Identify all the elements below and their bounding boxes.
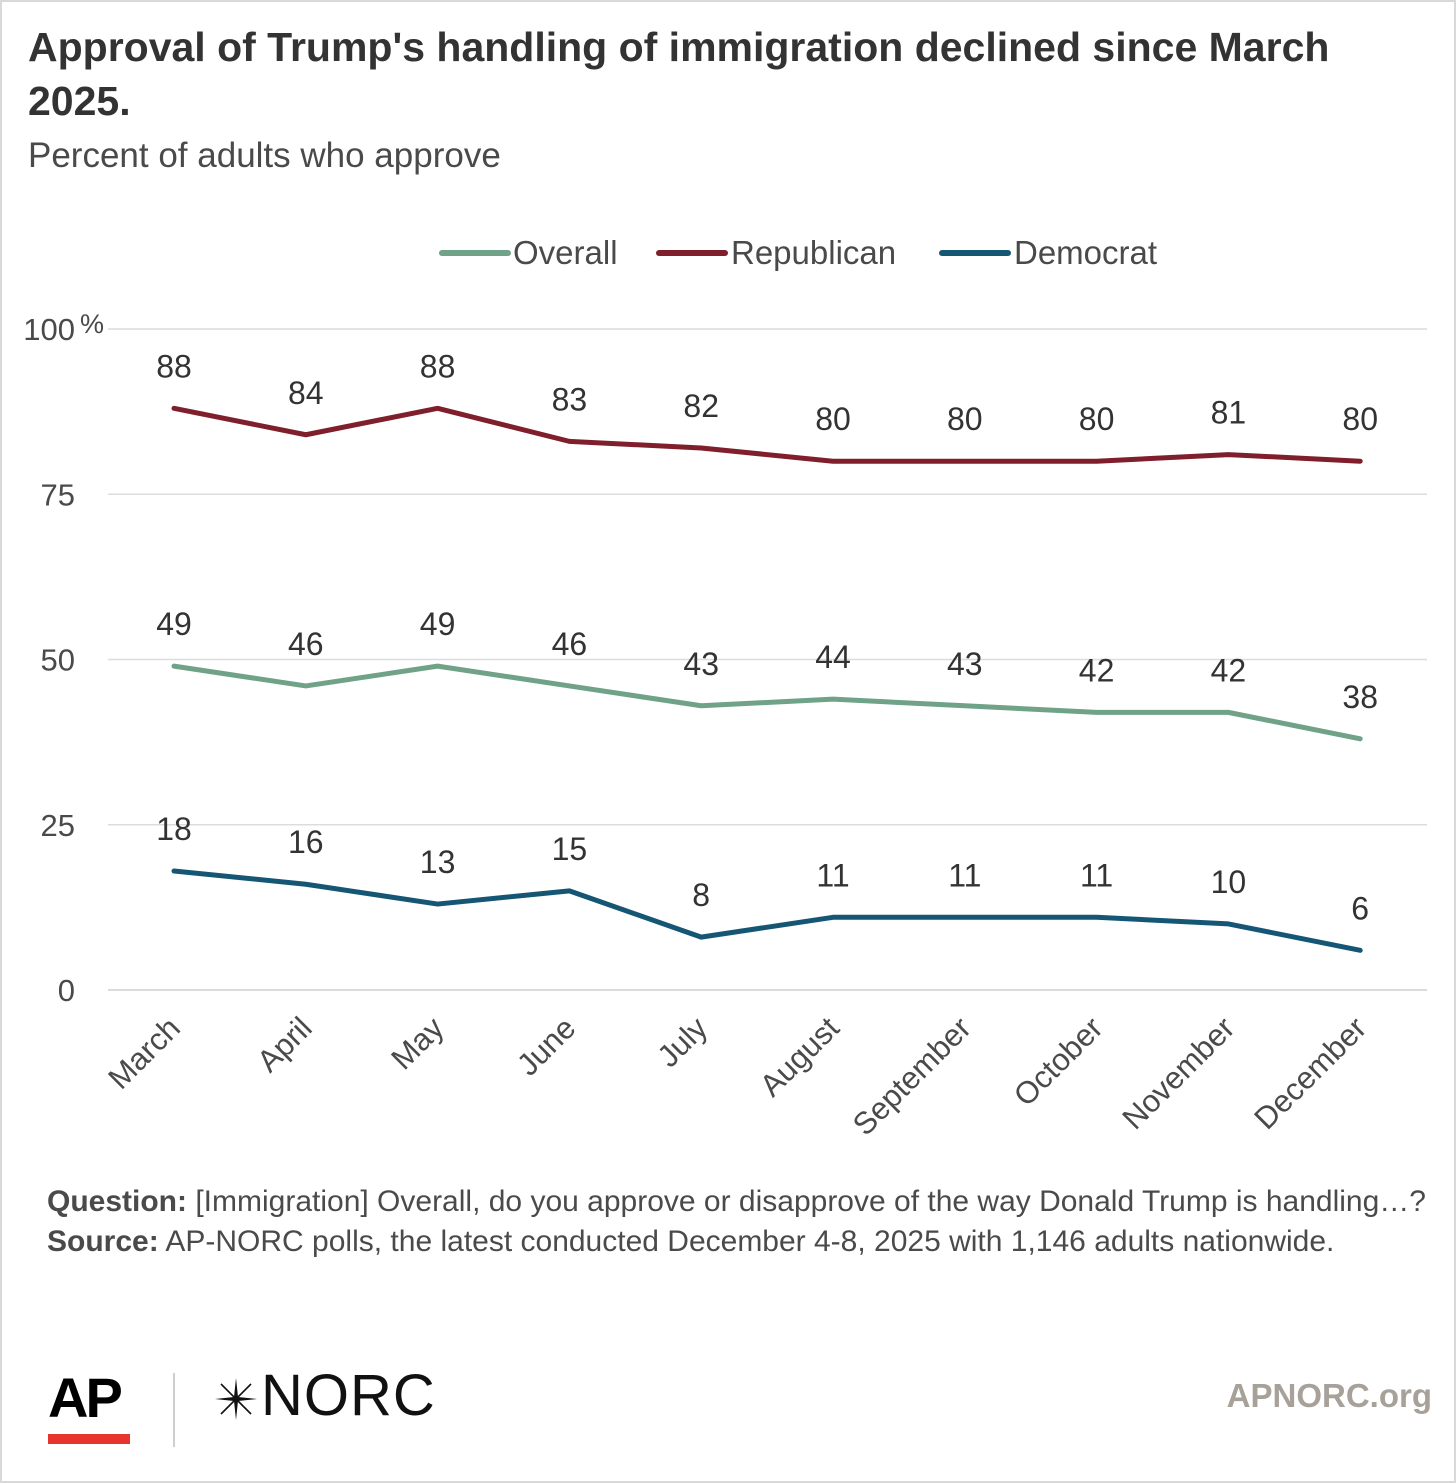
- source-text: AP-NORC polls, the latest conducted Dece…: [158, 1225, 1335, 1258]
- chart-notes: Question: [Immigration] Overall, do you …: [47, 1182, 1427, 1262]
- x-tick-label: August: [753, 1010, 846, 1103]
- x-tick-label: July: [650, 1010, 714, 1074]
- x-tick-label: October: [1007, 1010, 1110, 1113]
- y-tick-label: 0: [58, 973, 75, 1008]
- data-label: 43: [947, 646, 983, 682]
- data-label: 82: [683, 388, 719, 424]
- y-tick-label: 25: [41, 808, 75, 843]
- x-tick-label: December: [1247, 1010, 1373, 1136]
- data-label: 88: [420, 348, 456, 384]
- ap-logo-bar: [48, 1434, 130, 1444]
- data-label: 49: [156, 606, 192, 642]
- data-label: 42: [1079, 652, 1115, 688]
- source-label: Source:: [47, 1225, 159, 1258]
- data-label: 80: [1079, 401, 1115, 437]
- x-tick-label: May: [384, 1010, 451, 1077]
- question-text: [Immigration] Overall, do you approve or…: [187, 1185, 1426, 1218]
- norc-logo-text: NORC: [261, 1363, 436, 1428]
- data-label: 13: [420, 844, 456, 880]
- data-label: 11: [948, 857, 981, 893]
- data-label: 80: [815, 401, 851, 437]
- ap-logo: AP: [48, 1368, 132, 1448]
- norc-star-icon: [215, 1378, 257, 1420]
- data-label: 16: [288, 824, 324, 860]
- data-label: 6: [1351, 890, 1369, 926]
- data-label: 38: [1342, 679, 1378, 715]
- chart-subtitle: Percent of adults who approve: [28, 136, 501, 175]
- chart-title: Approval of Trump's handling of immigrat…: [28, 24, 1330, 124]
- series-line: [171, 663, 1363, 742]
- question-label: Question:: [47, 1185, 187, 1218]
- logo-divider: [173, 1373, 175, 1447]
- series-line: [171, 405, 1363, 464]
- legend-label: Overall: [513, 234, 618, 271]
- x-tick-label: March: [101, 1010, 187, 1096]
- legend-label: Republican: [731, 234, 896, 271]
- data-label: 11: [1080, 857, 1113, 893]
- data-label: 80: [947, 401, 983, 437]
- data-label: 18: [156, 811, 192, 847]
- data-label: 46: [552, 626, 588, 662]
- y-tick-label: 75: [41, 477, 75, 512]
- x-tick-label: June: [510, 1010, 582, 1082]
- series-line: [171, 868, 1363, 953]
- y-tick-label: 100: [23, 312, 75, 347]
- line-chart: 0 25 50 75 100 % March April May June July August Se…: [23, 234, 1427, 1142]
- legend-label: Democrat: [1014, 234, 1157, 271]
- y-tick-label: 50: [41, 643, 75, 678]
- data-label: 42: [1211, 652, 1247, 688]
- site-url: APNORC.org: [1226, 1377, 1432, 1414]
- data-label: 49: [420, 606, 456, 642]
- data-label: 81: [1211, 395, 1247, 431]
- data-label: 83: [552, 381, 588, 417]
- question-note: Question: [Immigration] Overall, do you …: [47, 1182, 1427, 1222]
- data-label: 46: [288, 626, 324, 662]
- ap-logo-text: AP: [48, 1366, 123, 1429]
- x-tick-label: April: [250, 1010, 319, 1079]
- data-label: 88: [156, 348, 192, 384]
- data-label: 84: [288, 375, 324, 411]
- data-label: 44: [815, 639, 851, 675]
- y-unit-label: %: [80, 309, 104, 339]
- data-label: 43: [683, 646, 719, 682]
- x-tick-label: September: [846, 1010, 978, 1142]
- data-label: 8: [692, 877, 710, 913]
- data-label: 11: [816, 857, 849, 893]
- data-label: 10: [1211, 864, 1247, 900]
- data-label: 15: [552, 831, 588, 867]
- x-tick-label: November: [1115, 1010, 1241, 1136]
- source-note: Source: AP-NORC polls, the latest conduc…: [47, 1222, 1427, 1262]
- data-label: 80: [1342, 401, 1378, 437]
